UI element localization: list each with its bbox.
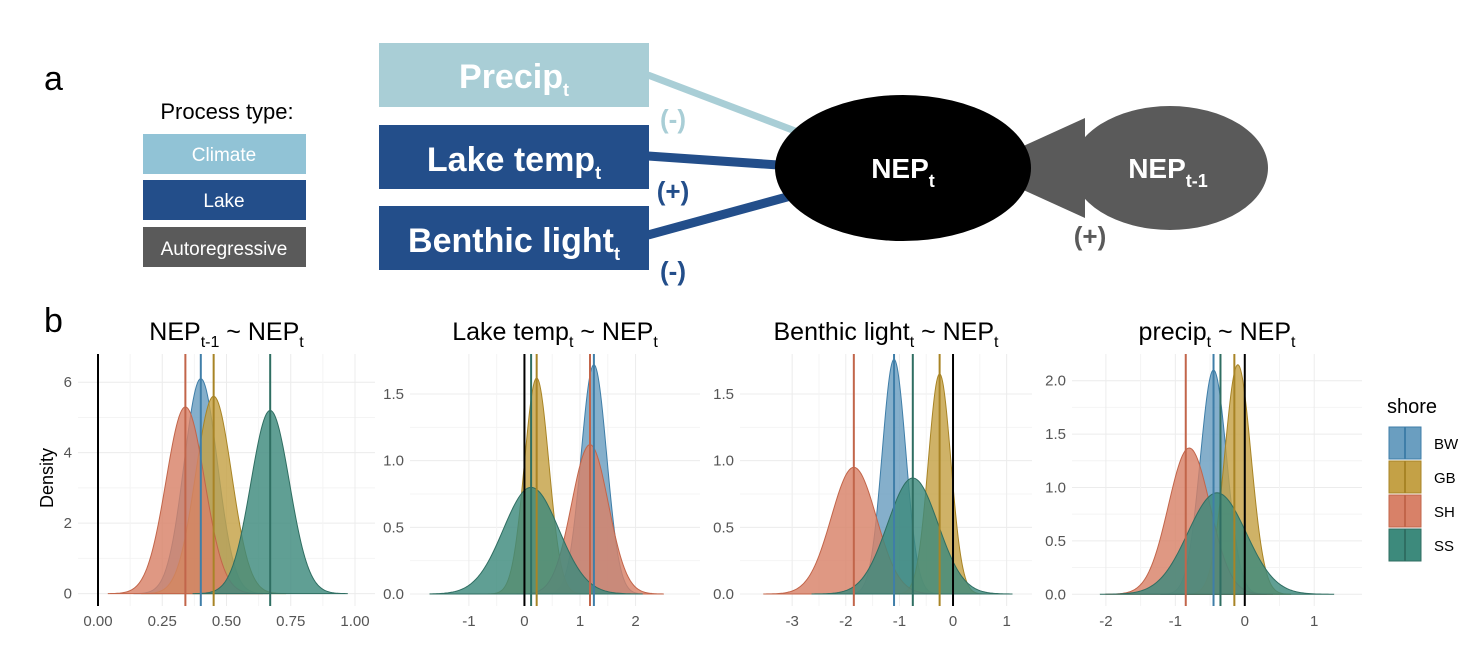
- node-benthic-light-label: Benthic lightt: [408, 222, 620, 264]
- panel-title: Lake tempt ~ NEPt: [452, 318, 658, 351]
- shore-legend-item-gb: GB: [1388, 460, 1456, 494]
- density-ss: [1099, 492, 1335, 595]
- node-lake-temp-label: Lake tempt: [427, 141, 601, 183]
- density-panel-1: 0 2 4 6 0.00 0.25 0.50 0.75 1.00 NEPt-1 ~ NEPt: [64, 318, 375, 630]
- y-tick-label: 2: [64, 515, 72, 532]
- y-tick-label: 0.0: [383, 586, 404, 603]
- x-tick-label: -1: [893, 613, 906, 630]
- panel-title: NEPt-1 ~ NEPt: [149, 318, 304, 351]
- panel-letter-a: a: [44, 60, 63, 98]
- y-axis-label: Density: [37, 448, 57, 508]
- x-tick-label: -2: [839, 613, 852, 630]
- x-tick-label: -1: [1169, 613, 1182, 630]
- process-legend-climate: Climate: [143, 134, 306, 174]
- shore-legend-item-sh: SH: [1388, 494, 1455, 528]
- panel-title: Benthic lightt ~ NEPt: [773, 318, 999, 351]
- x-tick-label: 0: [1241, 613, 1249, 630]
- legend-swatch-autoregressive: [143, 227, 306, 267]
- x-tick-label: 0: [949, 613, 957, 630]
- shore-legend-item-bw: BW: [1388, 426, 1459, 460]
- shore-legend-label: SH: [1434, 504, 1455, 521]
- x-tick-label: 1.00: [340, 613, 369, 630]
- x-tick-label: -1: [462, 613, 475, 630]
- density-panel-4: 0.0 0.5 1.0 1.5 2.0 -2 -1 0 1 precipt ~ NEPt: [1045, 318, 1362, 630]
- process-legend-lake: Lake: [143, 180, 306, 220]
- node-precip: [379, 43, 649, 107]
- x-tick-label: 1: [1310, 613, 1318, 630]
- density-panel-2: 0.0 0.5 1.0 1.5 -1 0 1 2 Lake tempt ~ NEPt: [383, 318, 700, 630]
- y-tick-label: 2.0: [1045, 373, 1066, 390]
- legend-label-autoregressive: Autoregressive: [161, 239, 288, 260]
- y-tick-label: 6: [64, 374, 72, 391]
- x-tick-label: 0: [520, 613, 528, 630]
- panel-a: a Process type: Climate Lake Autoregress…: [44, 43, 1268, 286]
- process-legend-title: Process type:: [160, 99, 293, 124]
- shore-legend-label: BW: [1434, 436, 1459, 453]
- shore-legend-label: GB: [1434, 470, 1456, 487]
- y-tick-label: 1.0: [1045, 479, 1066, 496]
- y-tick-label: 1.5: [1045, 426, 1066, 443]
- sign-precip: (-): [660, 104, 686, 134]
- x-tick-label: 0.25: [148, 613, 177, 630]
- node-nep-label: NEPt: [871, 153, 935, 191]
- node-nep: [775, 95, 1031, 241]
- density-panel-3: 0.0 0.5 1.0 1.5 -3 -2 -1 0 1 Benthic lightt ~ NEP…: [713, 318, 1032, 630]
- shore-legend-title: shore: [1387, 396, 1437, 418]
- x-tick-label: 2: [631, 613, 639, 630]
- legend-label-climate: Climate: [192, 145, 256, 166]
- shore-legend: shore BW GB SH SS: [1387, 396, 1459, 562]
- y-tick-label: 1.5: [383, 386, 404, 403]
- y-tick-label: 0.5: [1045, 533, 1066, 550]
- x-tick-label: 1: [576, 613, 584, 630]
- sign-lake-temp: (+): [657, 176, 690, 206]
- y-tick-label: 0: [64, 586, 72, 603]
- y-tick-label: 1.0: [383, 453, 404, 470]
- process-legend-autoregressive: Autoregressive: [143, 227, 306, 267]
- node-nep-lag: [1072, 106, 1268, 230]
- legend-swatch-lake: [143, 180, 306, 220]
- panel-title: precipt ~ NEPt: [1139, 318, 1296, 351]
- sign-nep-lag: (+): [1074, 221, 1107, 251]
- legend-swatch-climate: [143, 134, 306, 174]
- y-tick-label: 4: [64, 445, 72, 462]
- node-benthic-light: [379, 206, 649, 270]
- x-tick-label: -2: [1099, 613, 1112, 630]
- node-precip-label: Precipt: [459, 58, 569, 100]
- x-tick-label: 0.75: [276, 613, 305, 630]
- panel-letter-b: b: [44, 302, 63, 340]
- y-tick-label: 1.5: [713, 386, 734, 403]
- legend-label-lake: Lake: [203, 191, 244, 212]
- x-tick-label: -3: [785, 613, 798, 630]
- y-tick-label: 0.5: [383, 519, 404, 536]
- x-tick-label: 1: [1002, 613, 1010, 630]
- x-tick-label: 0.50: [212, 613, 241, 630]
- x-tick-label: 0.00: [83, 613, 112, 630]
- y-tick-label: 1.0: [713, 453, 734, 470]
- node-lake-temp: [379, 125, 649, 189]
- y-tick-label: 0.0: [1045, 586, 1066, 603]
- y-tick-label: 0.5: [713, 519, 734, 536]
- shore-legend-item-ss: SS: [1388, 528, 1454, 562]
- shore-legend-label: SS: [1434, 538, 1454, 555]
- sign-benthic-light: (-): [660, 256, 686, 286]
- y-tick-label: 0.0: [713, 586, 734, 603]
- node-nep-lag-label: NEPt-1: [1128, 153, 1208, 191]
